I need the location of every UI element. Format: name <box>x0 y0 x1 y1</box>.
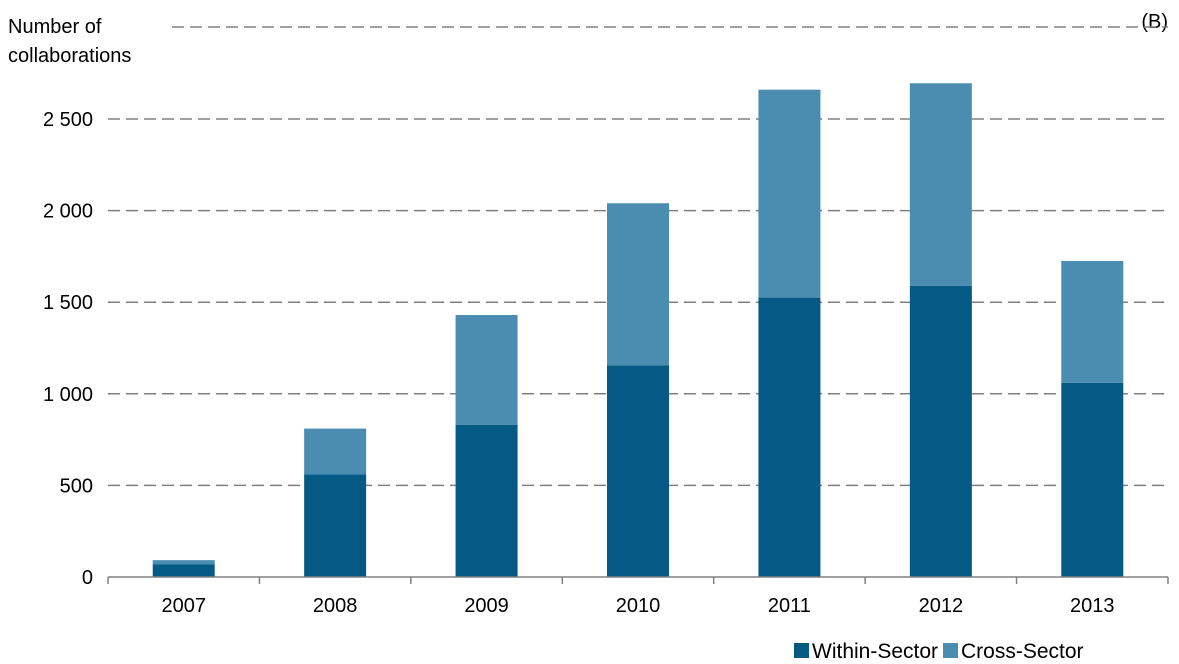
bar-within-sector-2013 <box>1061 382 1124 577</box>
x-tick-label: 2011 <box>768 595 811 617</box>
y-tick-label: 1 500 <box>43 292 93 314</box>
bars <box>152 83 1124 577</box>
bar-cross-sector-2013 <box>1061 260 1124 383</box>
y-tick-label: 2 000 <box>43 201 93 223</box>
bar-cross-sector-2012 <box>909 83 972 286</box>
y-tick-label: 500 <box>60 475 93 497</box>
bar-within-sector-2011 <box>758 297 821 577</box>
axes: 0 500 1 000 1 500 2 000 2 500 2007 2008 2009 2010… <box>43 109 1169 617</box>
panel-label: (B) <box>1141 11 1168 33</box>
legend-swatch-cross-sector <box>943 643 958 658</box>
bar-within-sector-2007 <box>152 564 215 577</box>
bar-cross-sector-2011 <box>758 89 821 298</box>
x-tick-label: 2009 <box>464 595 509 617</box>
y-tick-label: 2 500 <box>43 109 93 131</box>
x-tick-label: 2007 <box>161 595 206 617</box>
x-tick-label: 2010 <box>616 595 661 617</box>
y-axis-label-line-2: collaborations <box>8 45 131 67</box>
legend-swatch-within-sector <box>794 643 809 658</box>
legend-label: Cross-Sector <box>961 640 1084 663</box>
x-tick-label: 2012 <box>919 595 964 617</box>
legend-label: Within-Sector <box>812 640 938 663</box>
y-tick-label: 0 <box>82 567 93 589</box>
bar-within-sector-2009 <box>455 424 518 577</box>
y-tick-label: 1 000 <box>43 384 93 406</box>
y-axis-label-line-1: Number of <box>8 16 102 38</box>
x-tick-label: 2013 <box>1070 595 1115 617</box>
legend: Within-Sector Cross-Sector <box>794 640 1084 663</box>
bar-within-sector-2010 <box>607 365 669 577</box>
bar-cross-sector-2010 <box>607 203 669 366</box>
bar-cross-sector-2009 <box>455 315 518 425</box>
bar-within-sector-2012 <box>909 285 972 577</box>
bar-cross-sector-2007 <box>152 560 215 565</box>
x-tick-label: 2008 <box>313 595 358 617</box>
bar-cross-sector-2008 <box>304 428 367 475</box>
bar-within-sector-2008 <box>304 474 367 577</box>
